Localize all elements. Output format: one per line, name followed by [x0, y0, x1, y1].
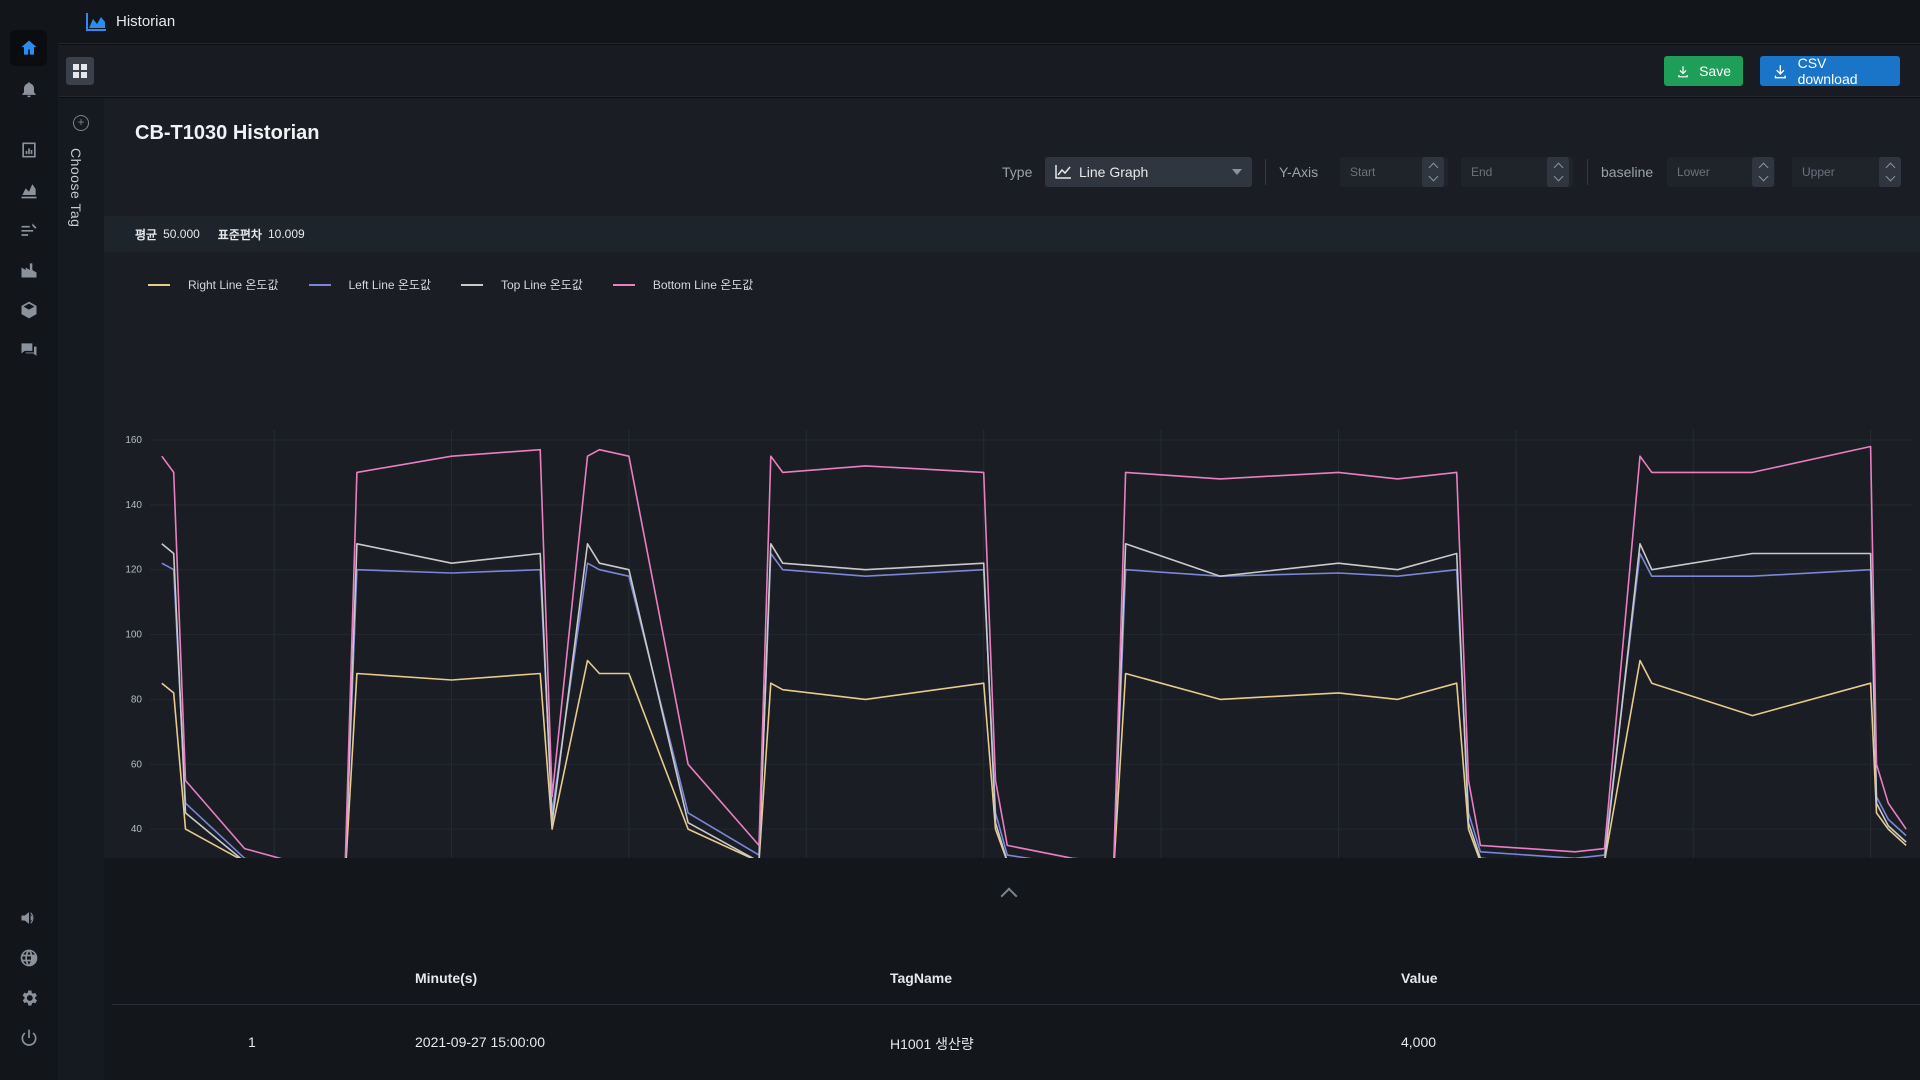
legend-label: Right Line 온도값: [188, 278, 279, 292]
y-axis-label: Y-Axis: [1279, 164, 1319, 180]
type-label: Type: [1002, 164, 1033, 180]
series-line-1[interactable]: [161, 659, 1907, 879]
y-tick-label: 140: [125, 500, 142, 511]
save-button-label: Save: [1699, 63, 1731, 79]
gear-icon[interactable]: [10, 980, 47, 1016]
chevron-up-icon[interactable]: [1000, 887, 1018, 905]
y-tick-label: 100: [125, 630, 142, 641]
mean-label: 평균: [135, 227, 158, 242]
app-title: Historian: [116, 13, 176, 30]
baseline-label: baseline: [1601, 164, 1654, 180]
row-tagname: H1001 생산량: [890, 1036, 974, 1052]
main-content: CB-T1030 Historian Type Line Graph Y-Axi…: [104, 98, 1920, 1080]
home-icon[interactable]: [10, 30, 47, 66]
y-tick-label: 40: [131, 824, 143, 835]
cube-icon[interactable]: [10, 292, 47, 328]
icon-rail: [0, 0, 58, 1080]
y-tick-label: 120: [125, 565, 142, 576]
y-tick-label: 60: [131, 759, 143, 770]
row-index: 1: [248, 1034, 256, 1050]
legend-item[interactable]: Right Line 온도값: [148, 276, 279, 293]
chat-icon[interactable]: [10, 332, 47, 368]
y-tick-label: 160: [125, 435, 142, 446]
legend-swatch: [308, 283, 331, 286]
series-line-2[interactable]: [161, 552, 1907, 876]
legend-item[interactable]: Bottom Line 온도값: [612, 276, 754, 293]
series-line-3[interactable]: [161, 543, 1907, 879]
mean-value: 50.000: [163, 227, 200, 241]
csv-download-button[interactable]: CSV download: [1760, 55, 1900, 87]
std-label: 표준편차: [217, 227, 262, 242]
add-circle-icon[interactable]: +: [73, 115, 89, 131]
y-axis-start-spinner[interactable]: [1422, 157, 1444, 187]
y-tick-label: 80: [131, 694, 143, 705]
legend-label: Left Line 온도값: [348, 278, 432, 292]
legend-item[interactable]: Left Line 온도값: [308, 276, 432, 293]
divider: [1587, 159, 1588, 185]
trend-icon[interactable]: [10, 212, 47, 248]
legend-swatch: [612, 283, 635, 286]
page-title: CB-T1030 Historian: [135, 122, 320, 144]
legend-swatch: [148, 283, 170, 286]
std-value: 10.009: [267, 227, 305, 241]
series-line-4[interactable]: [161, 445, 1907, 869]
csv-download-label: CSV download: [1797, 55, 1858, 87]
type-select[interactable]: Line Graph: [1045, 157, 1252, 187]
chart-icon[interactable]: [10, 172, 47, 208]
divider: [1265, 159, 1266, 185]
legend-swatch: [461, 283, 483, 286]
y-axis-end-spinner[interactable]: [1547, 157, 1569, 187]
factory-icon[interactable]: [10, 252, 47, 288]
bell-icon[interactable]: [10, 71, 47, 107]
globe-icon[interactable]: [10, 940, 47, 976]
baseline-upper-spinner[interactable]: [1879, 157, 1901, 187]
chart-legend: Right Line 온도값 Left Line 온도값 Top Line 온도…: [148, 276, 783, 293]
legend-label: Bottom Line 온도값: [652, 278, 754, 292]
baseline-lower-spinner[interactable]: [1752, 157, 1774, 187]
legend-item[interactable]: Top Line 온도값: [461, 276, 583, 293]
historian-icon: [86, 12, 106, 31]
power-icon[interactable]: [10, 1020, 47, 1056]
report-icon[interactable]: [10, 132, 47, 168]
stats-bar: 평균 50.000 표준편차 10.009: [104, 216, 1920, 252]
dashboard-grid-button[interactable]: [66, 57, 94, 85]
column-header-value[interactable]: Value: [1401, 970, 1438, 986]
toolbar: Save CSV download: [58, 45, 1920, 97]
type-select-value: Line Graph: [1079, 164, 1149, 180]
choose-tag-panel[interactable]: + Choose Tag: [58, 98, 104, 1080]
line-graph-icon: [1055, 165, 1071, 179]
table-divider: [112, 1004, 1920, 1005]
data-table-panel: Minute(s) TagName Value 1 2021-09-27 15:…: [104, 858, 1920, 1080]
download-icon: [1774, 64, 1786, 78]
column-header-minutes[interactable]: Minute(s): [415, 970, 478, 986]
download-icon: [1678, 65, 1688, 77]
save-button[interactable]: Save: [1664, 56, 1743, 86]
row-value: 4,000: [1401, 1034, 1437, 1050]
line-chart[interactable]: Apr 32022Apr 6Apr 9Apr 12Apr 15Apr 18Apr…: [104, 310, 1920, 930]
column-header-tagname[interactable]: TagName: [890, 970, 952, 986]
top-bar: Historian: [58, 0, 1920, 44]
speaker-icon[interactable]: [10, 900, 47, 936]
row-minute: 2021-09-27 15:00:00: [415, 1034, 545, 1050]
legend-label: Top Line 온도값: [501, 278, 583, 292]
grid-icon: [73, 64, 87, 78]
chevron-down-icon: [1232, 169, 1242, 175]
choose-tag-label: Choose Tag: [68, 148, 84, 228]
